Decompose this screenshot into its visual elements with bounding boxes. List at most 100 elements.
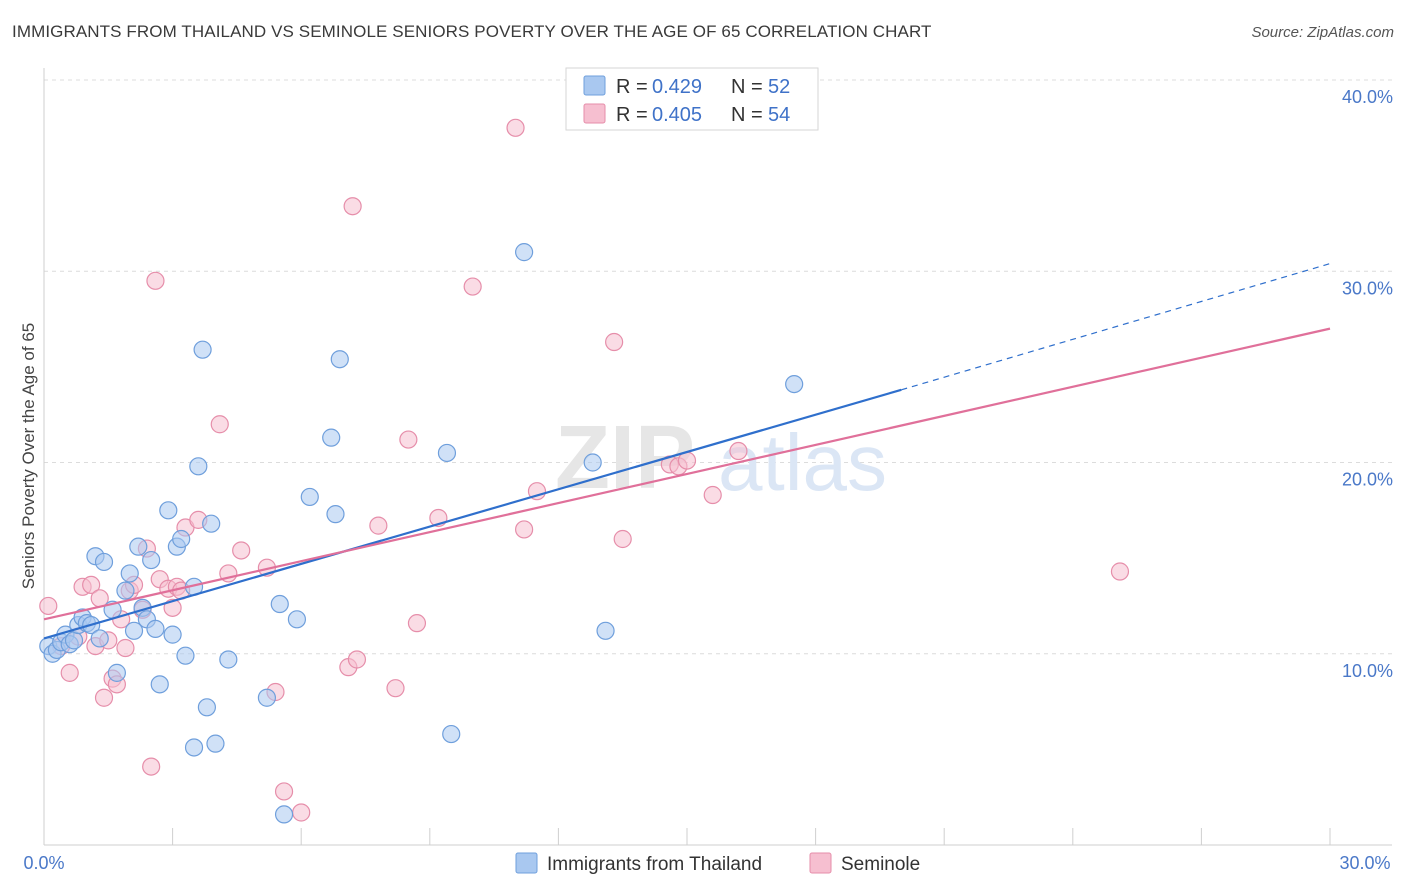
thailand-point-29: [176, 646, 195, 665]
legend-n-value-1: 52: [768, 76, 790, 98]
seminole-point-13: [116, 638, 135, 658]
legend-r-label-1: R =: [616, 76, 648, 98]
seminole-point-2: [60, 663, 79, 682]
thailand-point-35: [206, 734, 225, 753]
seminole-point-39: [399, 430, 418, 449]
y-axis-label: Seniors Poverty Over the Age of 65: [19, 323, 38, 589]
thailand-point-43: [322, 428, 341, 447]
legend-n-label-2: N =: [731, 104, 763, 126]
thailand-point-37: [184, 738, 204, 757]
seminole-point-36: [347, 650, 367, 669]
axes: [43, 68, 1392, 846]
seminole-point-38: [386, 679, 405, 698]
thailand-point-41: [287, 610, 307, 629]
chart-title: IMMIGRANTS FROM THAILAND VS SEMINOLE SEN…: [12, 22, 932, 41]
seminole-point-27: [210, 415, 229, 434]
thailand-point-44: [326, 505, 345, 524]
thailand-point-48: [515, 243, 534, 262]
thailand-point-38: [257, 688, 277, 707]
bottom-legend-seminole: Seminole: [841, 854, 920, 875]
thailand-point-36: [219, 650, 238, 669]
thailand-point-6: [64, 631, 84, 650]
seminole-point-0: [39, 596, 58, 616]
thailand-point-19: [129, 537, 148, 556]
thailand-point-13: [94, 552, 114, 572]
thailand-point-32: [193, 340, 212, 359]
seminole-point-53: [1110, 562, 1130, 581]
y-tick-label-30: 30.0%: [1342, 278, 1393, 298]
thailand-trend-extension: [901, 263, 1331, 391]
legend-n-value-2: 54: [768, 104, 790, 126]
thailand-point-31: [189, 457, 208, 476]
watermark-atlas: atlas: [718, 418, 887, 507]
thailand-point-34: [202, 514, 221, 533]
y-tick-labels: 10.0% 20.0% 30.0% 40.0%: [1342, 87, 1393, 681]
y-tick-label-20: 20.0%: [1342, 470, 1393, 490]
seminole-point-51: [703, 485, 722, 505]
legend-r-label-2: R =: [616, 104, 648, 126]
seminole-point-43: [506, 118, 525, 137]
bottom-legend-swatch-thailand: [515, 852, 538, 874]
seminole-point-8: [94, 688, 114, 707]
seminole-point-33: [292, 803, 311, 822]
thailand-point-28: [172, 529, 191, 549]
legend-swatch-seminole: [583, 103, 606, 124]
thailand-point-25: [159, 501, 178, 520]
thailand-point-46: [437, 443, 457, 463]
legend-n-label-1: N =: [731, 76, 763, 98]
seminole-point-18: [142, 757, 161, 776]
grid-lines: [44, 79, 1392, 655]
y-tick-label-10: 10.0%: [1342, 661, 1393, 681]
bottom-legend: Immigrants from Thailand Seminole: [515, 852, 920, 875]
seminole-point-47: [613, 529, 632, 549]
thailand-point-26: [163, 625, 182, 644]
seminole-point-22: [163, 598, 182, 617]
thailand-point-23: [146, 619, 165, 638]
thailand-trend-line: [43, 388, 902, 640]
seminole-point-52: [729, 441, 748, 461]
thailand-point-16: [116, 581, 135, 600]
seminole-point-35: [343, 197, 362, 216]
thailand-points: [39, 243, 804, 824]
thailand-point-45: [330, 350, 349, 369]
thailand-point-47: [442, 724, 461, 744]
thailand-point-22: [142, 550, 161, 570]
thailand-point-49: [583, 453, 602, 472]
thailand-point-18: [124, 621, 144, 640]
legend-frame: [565, 67, 819, 131]
source-label: Source: ZipAtlas.com: [1251, 24, 1394, 41]
thailand-point-39: [270, 594, 289, 614]
thailand-point-51: [785, 374, 804, 394]
bottom-legend-swatch-seminole: [809, 852, 832, 874]
thailand-point-15: [107, 663, 126, 682]
seminole-point-46: [605, 332, 624, 352]
x-tick-label-max: 30.0%: [1339, 853, 1390, 873]
legend-r-value-1: 0.429: [652, 76, 702, 98]
bottom-legend-thailand: Immigrants from Thailand: [547, 854, 762, 875]
x-ticks: [172, 828, 1331, 845]
legend-swatch-thailand: [583, 75, 606, 96]
seminole-trend-line: [43, 327, 1331, 621]
seminole-point-40: [407, 614, 427, 633]
thailand-point-24: [150, 675, 169, 694]
thailand-point-40: [274, 805, 294, 824]
seminole-point-5: [82, 575, 101, 595]
thailand-point-42: [300, 487, 319, 507]
thailand-point-12: [90, 629, 109, 648]
seminole-point-44: [515, 520, 534, 539]
x-tick-label-min: 0.0%: [23, 853, 64, 873]
seminole-point-42: [463, 277, 482, 296]
thailand-point-33: [197, 698, 216, 717]
thailand-point-17: [120, 564, 139, 583]
seminole-point-29: [232, 541, 251, 560]
trend-lines: [43, 263, 1331, 640]
thailand-point-50: [596, 621, 615, 640]
seminole-point-45: [527, 482, 547, 501]
legend-box: R = 0.429 N = 52 R = 0.405 N = 54: [565, 67, 819, 131]
legend-r-value-2: 0.405: [652, 104, 702, 126]
seminole-point-37: [369, 516, 388, 535]
seminole-point-32: [274, 782, 294, 801]
seminole-point-19: [146, 271, 165, 290]
y-tick-label-40: 40.0%: [1342, 87, 1393, 107]
